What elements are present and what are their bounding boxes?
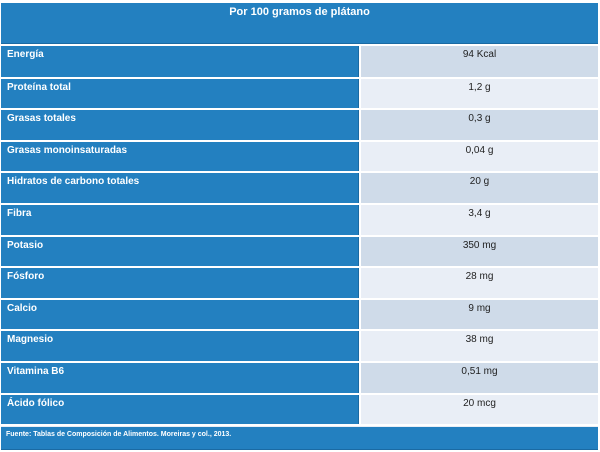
nutrient-label: Grasas monoinsaturadas [1,141,359,172]
table-row: Potasio 350 mg [1,234,598,267]
nutrient-value: 9 mg [361,299,598,330]
nutrient-label: Grasas totales [1,110,359,140]
source-footnote: Fuente: Tablas de Composición de Aliment… [1,426,598,451]
nutrient-value: 0,3 g [361,110,598,140]
table-row: Magnesio 38 mg [1,329,598,361]
nutrient-label: Ácido fólico [1,394,359,425]
table-row: Hidratos de carbono totales 20 g [1,171,598,203]
nutrient-value: 0,51 mg [361,362,598,393]
nutrition-table: Por 100 gramos de plátano Energía 94 Kca… [1,3,598,451]
nutrient-value: 20 g [361,173,598,203]
nutrient-label: Proteína total [1,78,359,109]
nutrient-label: Magnesio [1,331,359,361]
nutrient-value: 350 mg [361,236,598,267]
nutrient-value: 94 Kcal [361,46,598,77]
nutrient-label: Vitamina B6 [1,362,359,393]
table-row: Fibra 3,4 g [1,202,598,235]
nutrient-label: Calcio [1,299,359,330]
table-row: Energía 94 Kcal [1,46,598,77]
nutrient-label: Fósforo [1,268,359,298]
nutrient-value: 38 mg [361,331,598,361]
table-row: Grasas totales 0,3 g [1,108,598,140]
nutrient-label: Fibra [1,204,359,235]
nutrient-value: 1,2 g [361,78,598,109]
table-row: Proteína total 1,2 g [1,76,598,109]
table-title: Por 100 gramos de plátano [1,3,598,44]
table-body: Energía 94 Kcal Proteína total 1,2 g Gra… [1,46,598,425]
nutrient-label: Potasio [1,236,359,267]
nutrient-value: 28 mg [361,268,598,298]
nutrient-label: Hidratos de carbono totales [1,173,359,203]
nutrient-value: 3,4 g [361,204,598,235]
nutrient-value: 0,04 g [361,141,598,172]
table-row: Grasas monoinsaturadas 0,04 g [1,139,598,172]
nutrient-value: 20 mcg [361,394,598,425]
table-row: Vitamina B6 0,51 mg [1,360,598,393]
nutrient-label: Energía [1,46,359,77]
table-row: Calcio 9 mg [1,297,598,330]
table-row: Fósforo 28 mg [1,266,598,298]
table-row: Ácido fólico 20 mcg [1,392,598,425]
